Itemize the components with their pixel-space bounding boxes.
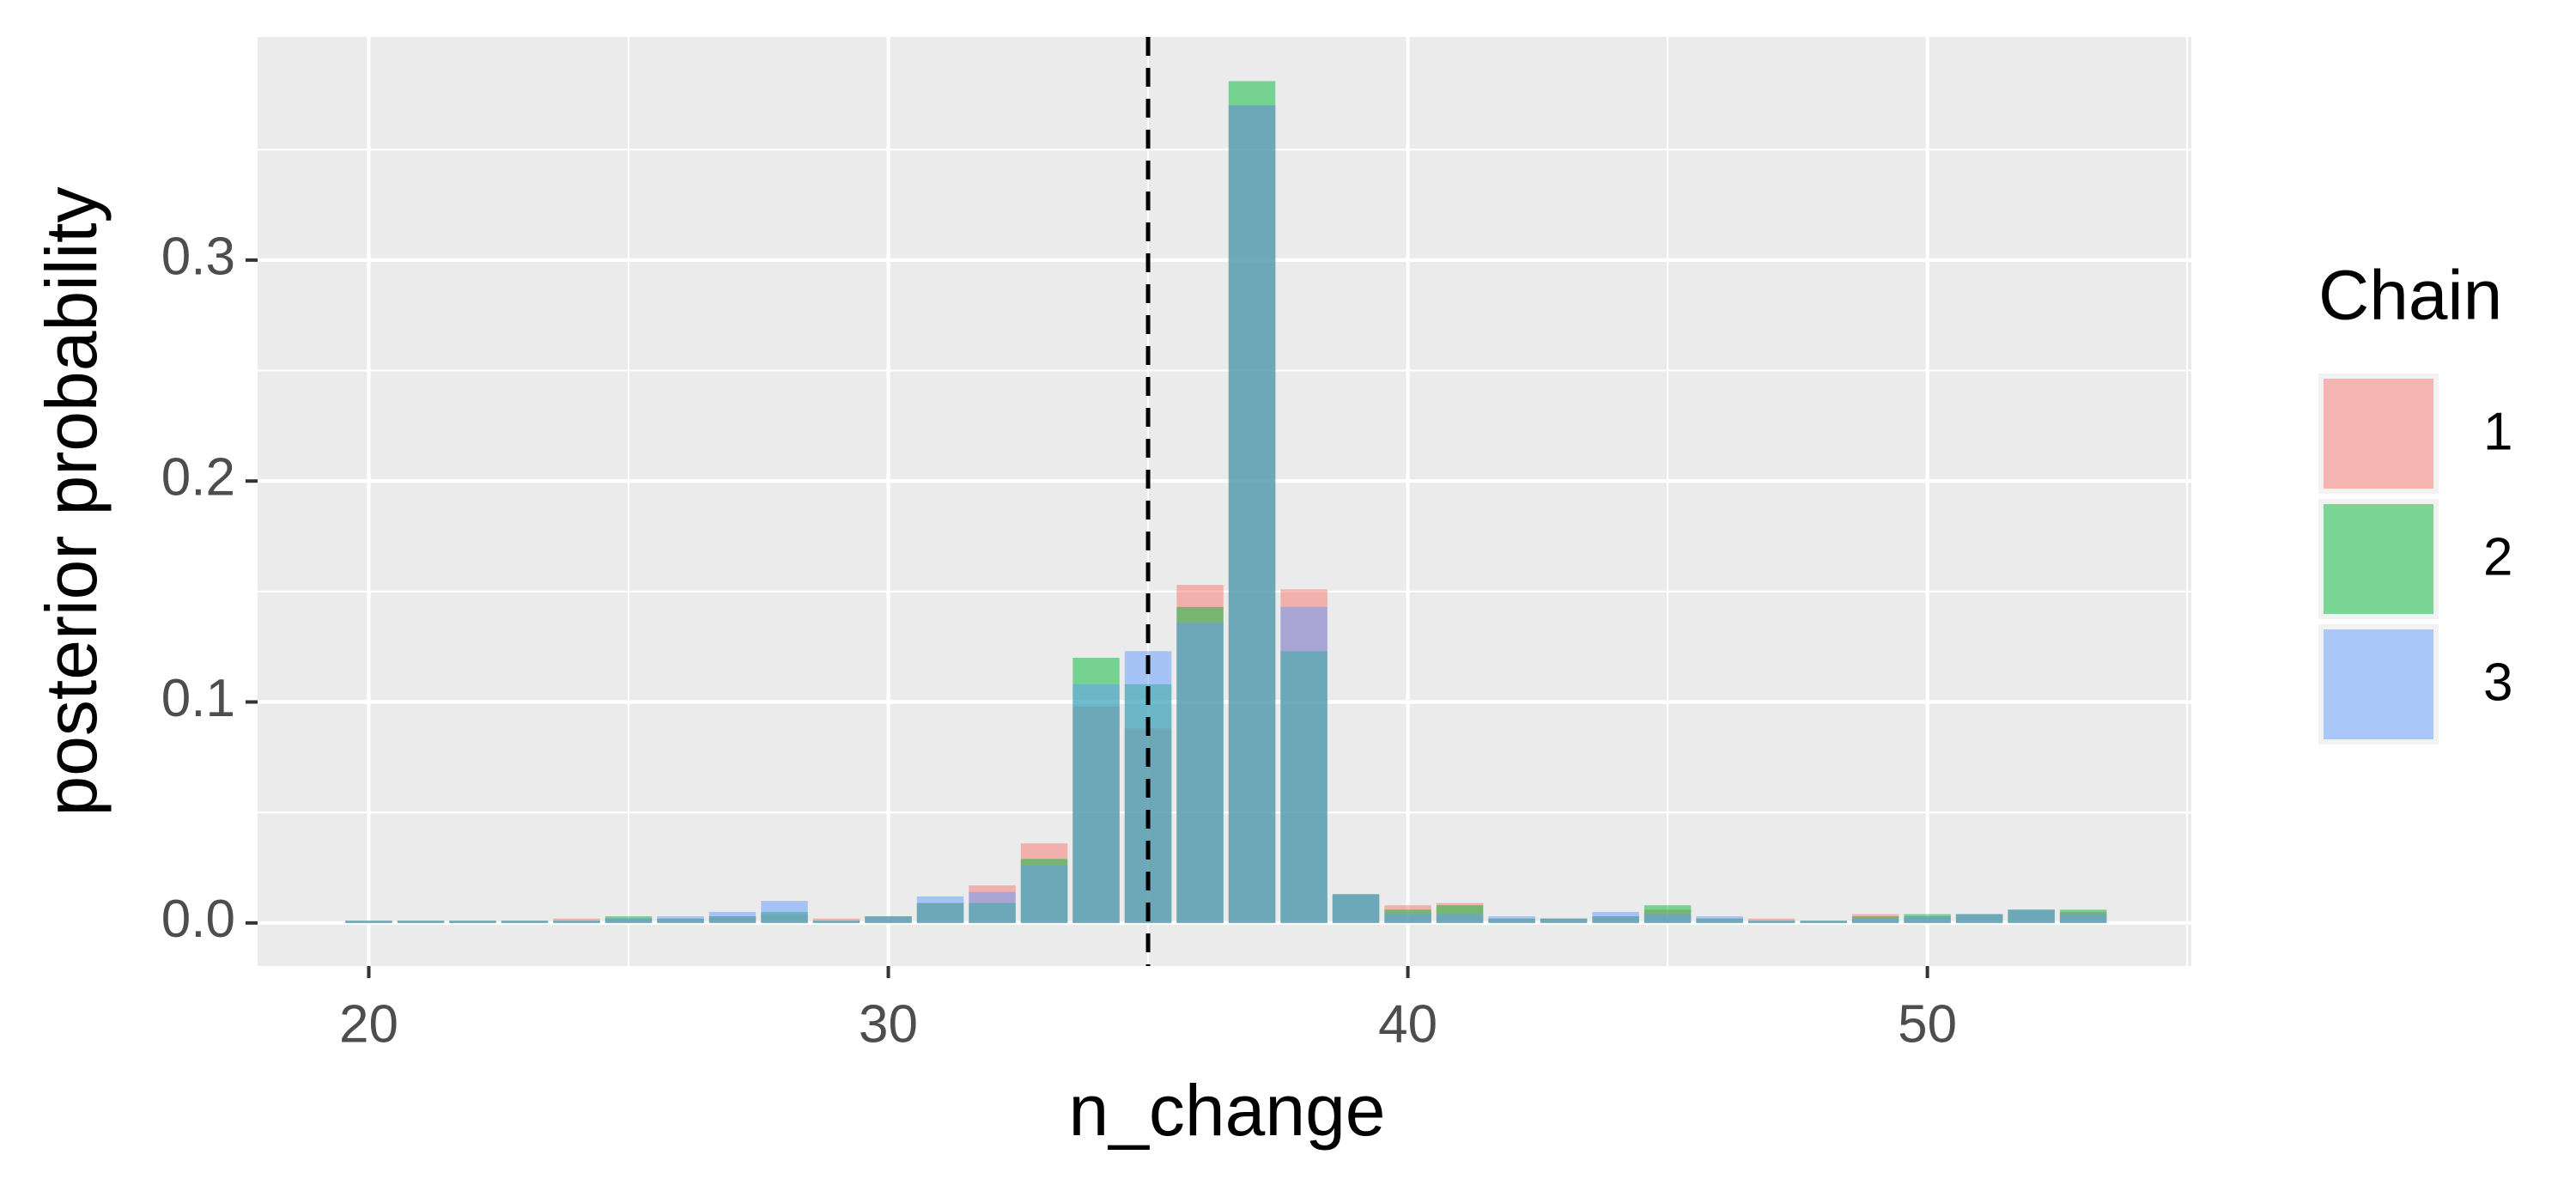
- bar: [1176, 622, 1224, 923]
- legend-label: 1: [2483, 402, 2512, 461]
- bar: [708, 911, 756, 923]
- x-tick-label: 40: [1378, 994, 1437, 1054]
- bar: [761, 901, 808, 923]
- bar: [1747, 921, 1795, 923]
- bar: [605, 918, 653, 923]
- bar: [916, 896, 964, 923]
- bar: [2059, 914, 2107, 923]
- x-tick-label: 30: [859, 994, 918, 1054]
- y-tick-label: 0.2: [161, 448, 235, 507]
- bar: [1384, 914, 1431, 923]
- legend-key: [2324, 504, 2433, 614]
- bar: [1488, 916, 1535, 923]
- bar: [1800, 921, 1847, 923]
- bar: [2008, 909, 2055, 923]
- bar: [1280, 606, 1327, 923]
- bar: [1643, 914, 1692, 923]
- y-tick-label: 0.0: [161, 890, 235, 949]
- bar: [865, 916, 912, 923]
- bar: [1955, 914, 2003, 923]
- bar: [449, 921, 496, 923]
- bar: [1072, 684, 1120, 923]
- bar: [1332, 894, 1380, 923]
- legend-label: 2: [2483, 527, 2512, 586]
- bar: [812, 921, 860, 923]
- bar: [657, 916, 704, 923]
- x-tick-label: 20: [339, 994, 398, 1054]
- bar: [1696, 916, 1743, 923]
- panel: [258, 37, 2191, 966]
- bar: [1851, 918, 1899, 923]
- y-axis-label: posterior probability: [31, 186, 112, 816]
- bar: [1904, 916, 1951, 923]
- y-tick-label: 0.3: [161, 227, 235, 286]
- bar: [345, 921, 392, 923]
- x-tick-label: 50: [1898, 994, 1957, 1054]
- bar: [501, 921, 549, 923]
- legend-key: [2324, 629, 2433, 739]
- x-axis-label: n_change: [1068, 1070, 1385, 1151]
- y-tick-label: 0.1: [161, 669, 235, 728]
- bar: [1436, 914, 1484, 923]
- legend-title: Chain: [2318, 257, 2502, 335]
- bar: [553, 921, 600, 923]
- legend-key: [2324, 379, 2433, 489]
- bar: [397, 921, 445, 923]
- bar: [1540, 918, 1588, 923]
- legend-label: 3: [2483, 653, 2512, 712]
- bar: [1592, 911, 1639, 923]
- bar: [969, 891, 1016, 923]
- bar: [1020, 865, 1068, 923]
- bar: [1228, 105, 1276, 923]
